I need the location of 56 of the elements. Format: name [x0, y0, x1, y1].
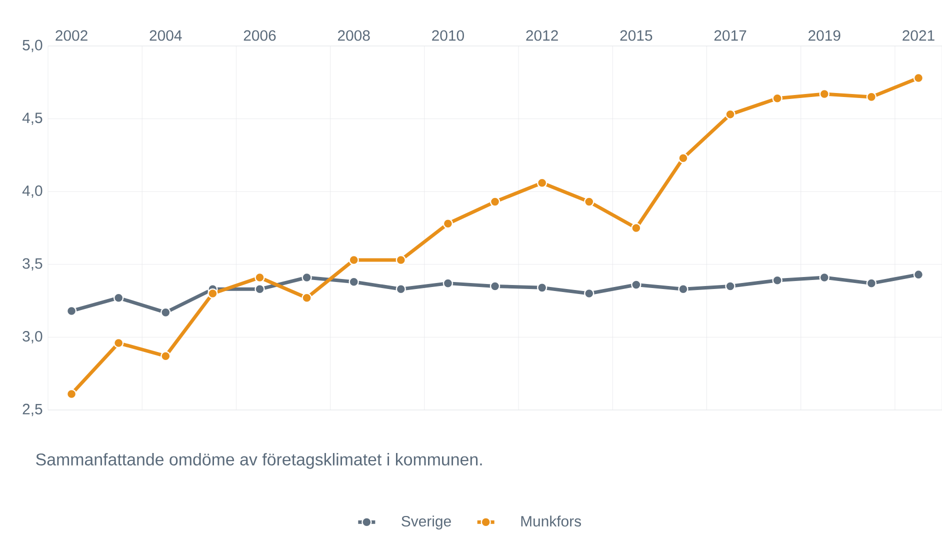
point: [913, 72, 924, 84]
point: [66, 306, 77, 316]
point: [113, 292, 124, 303]
y-tick-label: 4,0: [22, 185, 42, 198]
point: [631, 222, 642, 234]
text: Sammanfattande omdöme av företagsklimatet i kommunen.: [36, 453, 482, 469]
point: [536, 282, 548, 293]
point: [631, 280, 642, 290]
point: [913, 269, 924, 280]
point: [442, 278, 454, 288]
point: [678, 152, 688, 164]
point: [490, 196, 500, 207]
x-tick-label: 2021: [902, 30, 934, 41]
point: [866, 92, 877, 102]
point: [302, 292, 312, 303]
x-tick-label: 2017: [714, 30, 746, 41]
point: [160, 351, 171, 362]
point: [396, 284, 406, 294]
y-tick-label: 3,5: [22, 258, 42, 271]
y-tick-label: 5,0: [22, 40, 42, 52]
x-tick-label: 2006: [244, 30, 276, 41]
point: [396, 254, 406, 266]
x-tick-label: 2012: [526, 30, 558, 41]
point: [819, 88, 830, 100]
point: [254, 284, 265, 294]
x-tick-label: 2015: [620, 30, 652, 41]
legend-label: Munkfors: [521, 516, 581, 527]
x-tick-label: 2008: [338, 30, 370, 41]
point: [66, 388, 77, 400]
point: [819, 272, 830, 283]
point: [160, 307, 171, 318]
point: [254, 272, 265, 283]
x-tick-label: 2004: [150, 30, 182, 41]
point: [772, 275, 782, 286]
point: [536, 178, 548, 188]
point: [113, 338, 124, 348]
point: [490, 281, 500, 292]
x-tick-label: 2002: [56, 30, 88, 41]
point: [866, 278, 877, 288]
point: [208, 288, 218, 299]
point: [772, 93, 782, 104]
point: [348, 254, 359, 266]
point: [725, 109, 736, 120]
point: [348, 276, 359, 287]
point: [302, 272, 312, 283]
x-tick-label: 2010: [432, 30, 464, 41]
point: [584, 288, 594, 299]
point: [442, 218, 454, 229]
legend-label: Sverige: [402, 516, 451, 530]
point: [725, 281, 736, 292]
y-tick-label: 2,5: [22, 404, 42, 416]
y-tick-label: 3,0: [22, 331, 42, 344]
y-tick-label: 4,5: [22, 112, 42, 125]
point: [678, 284, 688, 294]
point: [584, 196, 594, 207]
x-tick-label: 2019: [808, 30, 840, 41]
